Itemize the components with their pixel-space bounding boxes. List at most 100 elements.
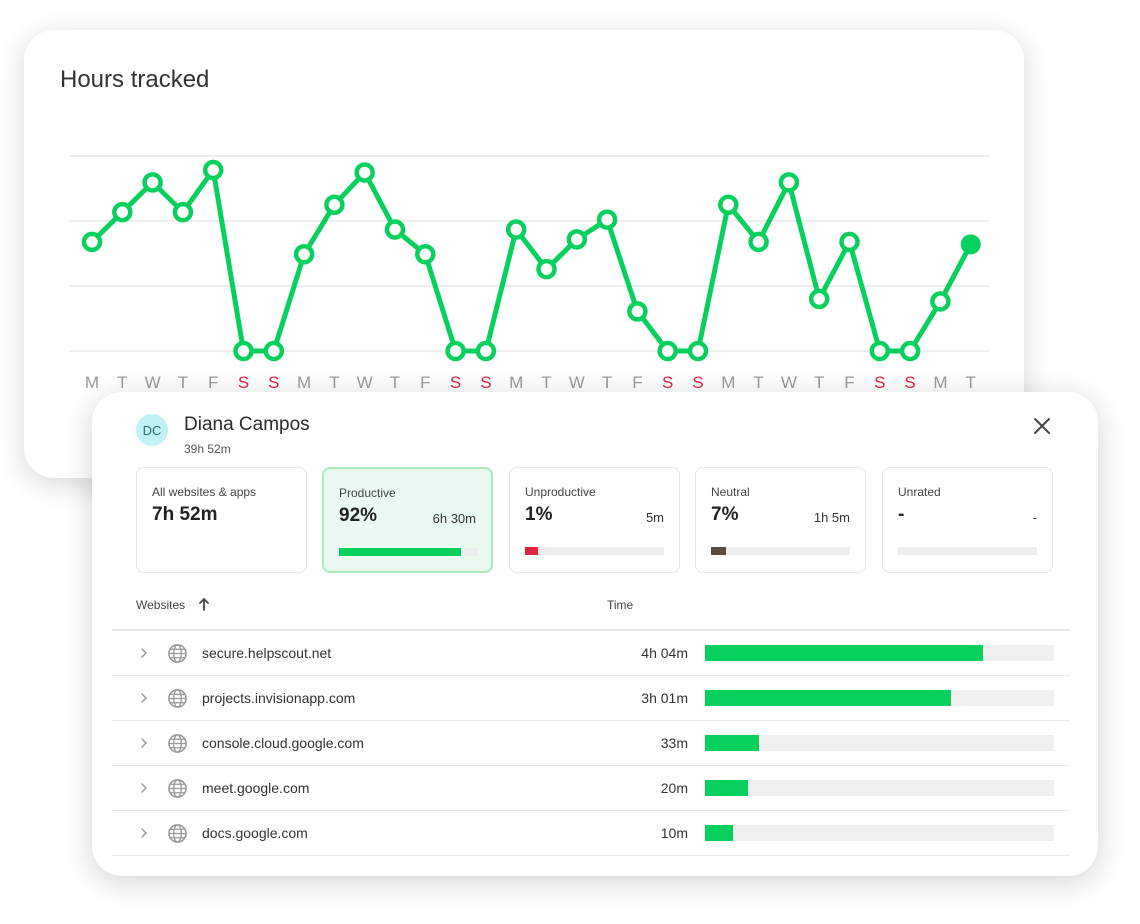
website-time: 20m <box>660 780 688 796</box>
x-tick-label: S <box>450 373 461 392</box>
time-bar-track <box>705 825 1054 841</box>
data-point <box>81 231 103 253</box>
close-icon[interactable] <box>1032 416 1052 436</box>
data-point <box>142 172 163 193</box>
data-point <box>930 291 951 312</box>
data-point <box>718 194 739 215</box>
stat-label: Productive <box>339 486 396 500</box>
data-point <box>839 231 860 253</box>
stat-progress-track <box>525 547 664 555</box>
x-tick-label: S <box>904 373 915 392</box>
time-bar-fill <box>705 645 984 661</box>
x-tick-label: T <box>541 373 551 392</box>
table-row[interactable]: console.cloud.google.com 33m <box>112 721 1070 766</box>
x-tick-label: M <box>85 373 99 392</box>
data-point <box>475 340 497 362</box>
stat-value: 7h 52m <box>152 504 218 525</box>
stat-progress-fill <box>525 547 538 555</box>
chevron-right-icon[interactable] <box>138 736 150 750</box>
x-tick-label: W <box>781 373 797 392</box>
data-point <box>687 340 709 362</box>
x-tick-label: W <box>145 373 161 392</box>
time-bar-fill <box>705 690 952 706</box>
table-row[interactable]: projects.invisionapp.com 3h 01m <box>112 676 1070 721</box>
data-point <box>657 340 678 362</box>
user-total-time: 39h 52m <box>184 442 231 456</box>
x-tick-label: S <box>480 373 491 392</box>
data-point <box>778 172 800 193</box>
stat-progress-fill <box>339 548 462 556</box>
data-point <box>324 194 345 215</box>
x-tick-label: M <box>509 373 523 392</box>
x-tick-label: T <box>753 373 763 392</box>
x-tick-label: F <box>208 373 218 392</box>
data-point <box>172 201 194 223</box>
globe-icon <box>168 644 187 663</box>
series-line <box>89 167 974 354</box>
column-header-time[interactable]: Time <box>607 598 634 612</box>
chevron-right-icon[interactable] <box>138 781 150 795</box>
data-point <box>202 159 224 181</box>
stat-productive[interactable]: Productive 92% 6h 30m <box>322 467 493 573</box>
data-point <box>596 209 618 230</box>
sort-ascending-icon[interactable] <box>198 597 210 611</box>
x-tick-label: M <box>297 373 311 392</box>
chevron-right-icon[interactable] <box>138 691 150 705</box>
x-tick-label: T <box>329 373 339 392</box>
time-bar-track <box>705 645 1054 661</box>
stat-value: - <box>898 504 905 525</box>
stat-neutral[interactable]: Neutral 7% 1h 5m <box>695 467 866 573</box>
column-header-websites[interactable]: Websites <box>136 598 186 612</box>
stat-progress-fill <box>711 547 727 555</box>
stat-value: 92% <box>339 505 378 526</box>
stat-all-websites[interactable]: All websites & apps 7h 52m <box>136 467 307 573</box>
globe-icon <box>168 824 187 843</box>
stat-progress-track <box>898 547 1037 555</box>
data-point <box>415 244 436 265</box>
website-time: 4h 04m <box>641 645 688 661</box>
data-point <box>899 340 921 362</box>
data-point <box>748 231 769 253</box>
website-time: 10m <box>660 825 688 841</box>
stat-label: Neutral <box>711 485 750 499</box>
website-name: meet.google.com <box>202 780 310 796</box>
stat-duration: 1h 5m <box>813 510 850 525</box>
x-tick-label: S <box>692 373 703 392</box>
chevron-right-icon[interactable] <box>138 646 150 660</box>
stat-value: 1% <box>525 504 553 525</box>
x-tick-label: W <box>569 373 585 392</box>
stat-progress-track <box>711 547 850 555</box>
data-point <box>627 301 648 322</box>
table-row[interactable]: docs.google.com 10m <box>112 811 1070 856</box>
x-tick-label: F <box>632 373 642 392</box>
data-point <box>445 340 466 362</box>
time-bar-track <box>705 780 1054 796</box>
website-name: secure.helpscout.net <box>202 645 332 661</box>
stat-label: Unproductive <box>525 485 596 499</box>
globe-icon <box>168 689 187 708</box>
data-point <box>505 219 527 240</box>
stat-unproductive[interactable]: Unproductive 1% 5m <box>509 467 680 573</box>
stat-duration: 6h 30m <box>432 511 476 526</box>
data-point <box>536 258 557 280</box>
table-header-divider <box>112 629 1070 631</box>
table-row[interactable]: meet.google.com 20m <box>112 766 1070 811</box>
time-bar-fill <box>705 780 748 796</box>
chart-title: Hours tracked <box>60 66 210 93</box>
data-point <box>869 340 891 362</box>
stat-unrated[interactable]: Unrated - - <box>882 467 1053 573</box>
chevron-right-icon[interactable] <box>138 826 150 840</box>
x-tick-label: T <box>814 373 824 392</box>
stat-progress-track <box>339 548 478 556</box>
x-tick-label: W <box>357 373 373 392</box>
data-point <box>112 201 133 223</box>
table-row[interactable]: secure.helpscout.net 4h 04m <box>112 631 1070 676</box>
website-name: console.cloud.google.com <box>202 735 364 751</box>
x-tick-label: T <box>602 373 612 392</box>
website-name: projects.invisionapp.com <box>202 690 356 706</box>
user-name: Diana Campos <box>184 414 310 435</box>
x-tick-label: T <box>117 373 127 392</box>
time-bar-track <box>705 735 1054 751</box>
user-detail-panel: DC Diana Campos 39h 52m All websites & a… <box>92 392 1098 876</box>
